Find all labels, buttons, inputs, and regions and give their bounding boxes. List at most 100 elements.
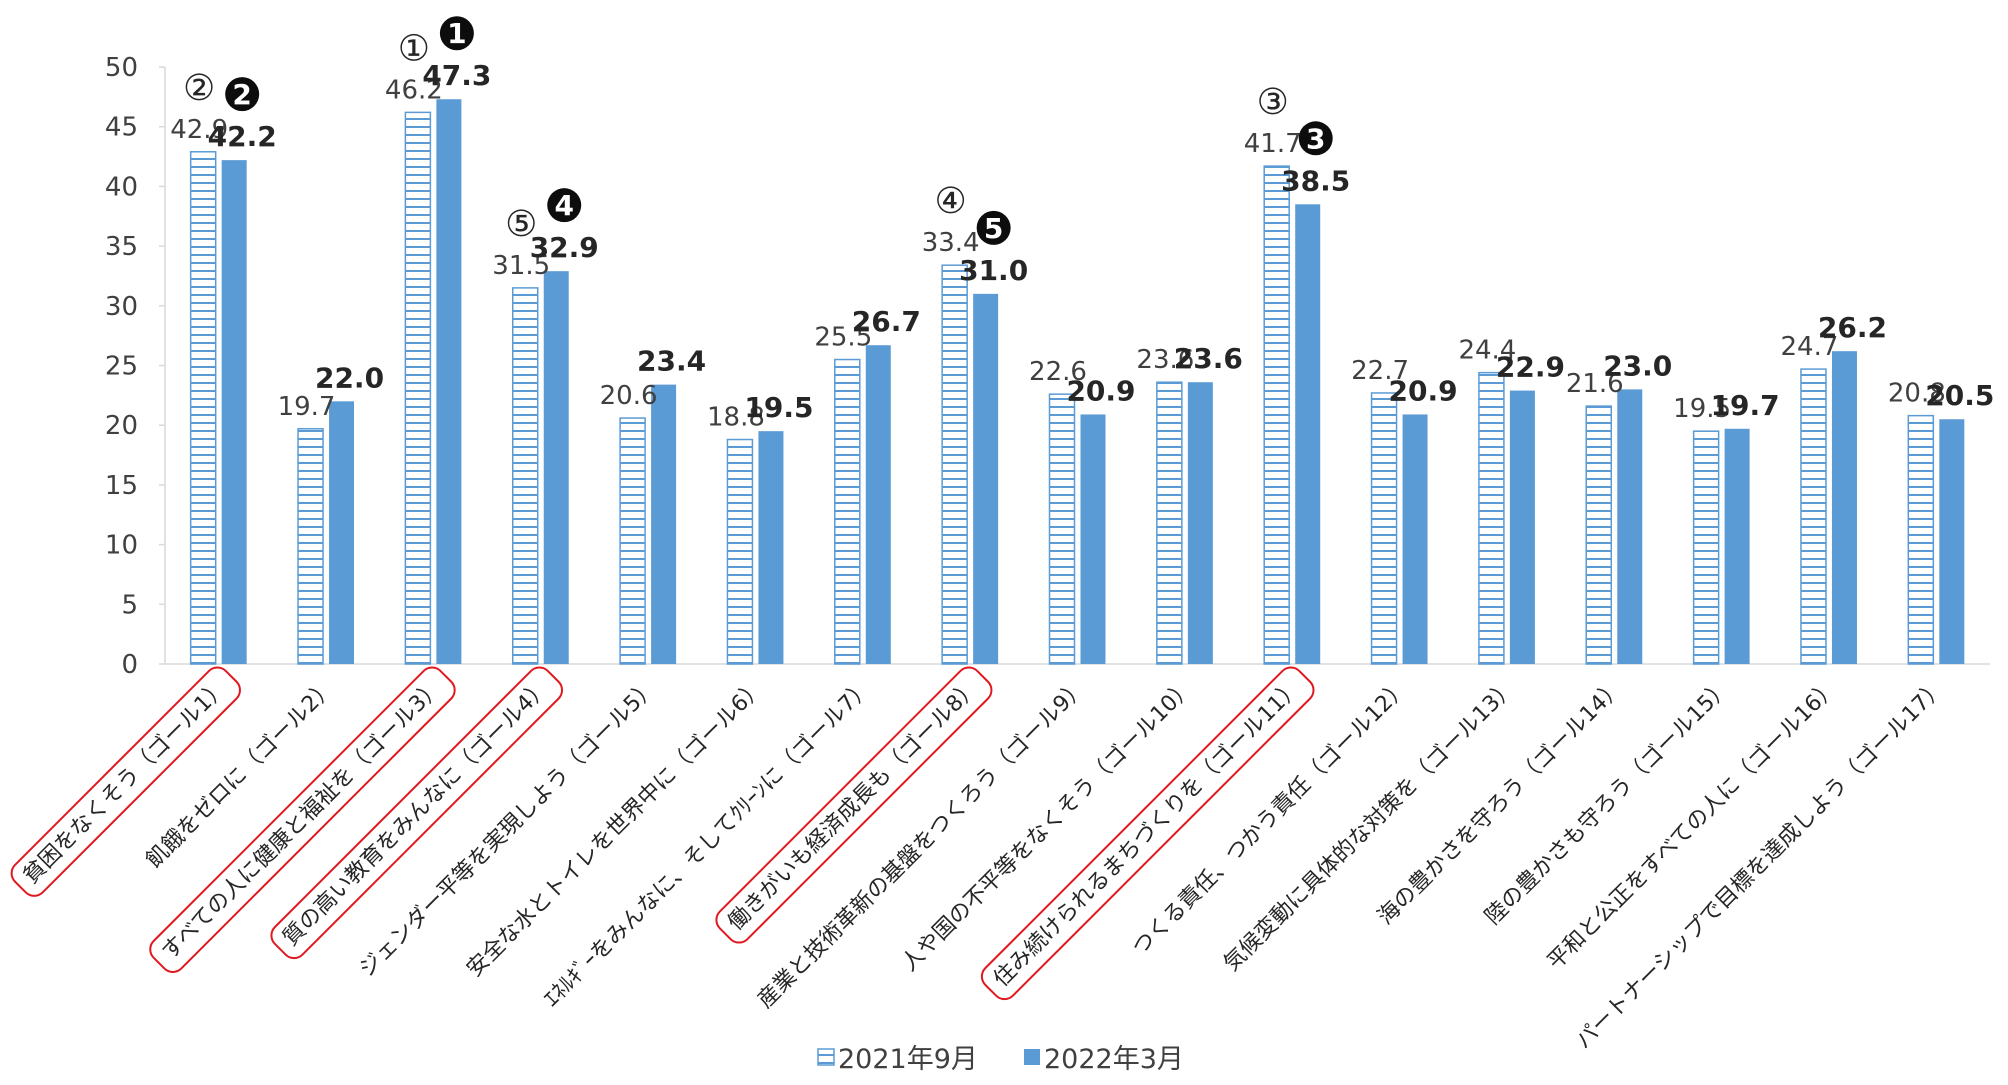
bar-2021 (1692, 430, 1720, 665)
rank-badge-2022 (225, 77, 260, 112)
bar-2021 (297, 428, 324, 665)
bar-2021 (1263, 165, 1290, 665)
data-label-2021: 18.8 (707, 403, 765, 433)
bar-2022 (1295, 204, 1321, 664)
data-label-2021: 25.5 (814, 323, 872, 353)
data-label-2022: 19.7 (1711, 389, 1780, 422)
data-label-2021: 22.6 (1029, 357, 1087, 387)
bar-2021 (1907, 414, 1935, 665)
rank-marker-2021: ② (183, 68, 215, 109)
y-tick-label: 35 (105, 232, 138, 262)
category-highlight (270, 666, 564, 960)
bar-2021 (1370, 392, 1398, 665)
legend-label-2021: 2021年9月 (838, 1044, 978, 1075)
data-label-2022: 22.9 (1496, 351, 1565, 384)
bar-2021 (941, 264, 968, 665)
data-label-2021: 22.7 (1351, 356, 1409, 386)
legend-label-2022: 2022年3月 (1044, 1044, 1184, 1075)
bar-2021 (1478, 371, 1505, 665)
data-label-2022: 23.0 (1603, 349, 1672, 382)
bar-2022 (1187, 382, 1213, 664)
bar-2021 (834, 358, 861, 665)
bar-2022 (651, 384, 677, 664)
rank-markers: ② 2 ① 1 ⑤ 4 ④5 ③3 (183, 16, 1333, 245)
y-tick-label: 25 (105, 352, 138, 382)
data-label-2021: 23.6 (1136, 345, 1194, 375)
bar-2021 (511, 287, 539, 665)
rank-badge-2022 (547, 188, 582, 223)
y-tick-label: 50 (105, 53, 138, 83)
data-label-2022: 20.5 (1925, 379, 1994, 412)
data-label-2021: 33.4 (922, 228, 980, 258)
y-tick-label: 0 (121, 650, 138, 680)
bar-2022 (543, 271, 569, 664)
rank-marker-2022: 4 (554, 189, 573, 222)
bar-2022 (1617, 389, 1643, 664)
category-highlight (149, 666, 456, 973)
y-tick-label: 40 (105, 172, 138, 202)
y-tick-label: 30 (105, 292, 138, 322)
category-label: 飢餓をゼロに（ゴール2） (142, 675, 341, 874)
rank-marker-2021: ⑤ (505, 204, 537, 245)
data-label-2022: 23.4 (637, 345, 706, 378)
bar-2021 (726, 438, 754, 665)
bar-2021 (189, 151, 217, 665)
bar-2022 (1939, 419, 1965, 664)
rank-marker-2021: ③ (1257, 82, 1289, 123)
data-label-2022: 42.2 (208, 120, 277, 153)
category-label: 貧困をなくそう（ゴール1） (19, 675, 233, 889)
bar-2022 (1509, 390, 1535, 664)
rank-badge-2022 (1298, 121, 1333, 156)
bar-2022 (1724, 428, 1750, 664)
bar-2021 (1800, 368, 1827, 665)
data-label-2021: 46.2 (385, 75, 443, 105)
data-label-2021: 20.8 (1888, 379, 1946, 409)
category-highlight (715, 666, 993, 944)
rank-badge-2022 (976, 210, 1011, 245)
bar-2022 (758, 431, 784, 664)
category-label-group: パートナーシップで目標を達成しよう（ゴール17） (1571, 675, 1950, 1054)
category-labels: 貧困をなくそう（ゴール1）飢餓をゼロに（ゴール2）すべての人に健康と福祉を（ゴー… (10, 666, 1951, 1054)
bar-2021 (1048, 393, 1076, 665)
rank-marker-2021: ④ (935, 181, 967, 222)
bar-2022 (1402, 414, 1428, 664)
rank-marker-2022: 1 (447, 17, 466, 50)
data-label-2022: 20.9 (1389, 374, 1458, 407)
data-label-2021: 42.9 (170, 115, 228, 145)
data-label-2022: 22.0 (315, 361, 384, 394)
bar-2022 (973, 293, 999, 664)
y-tick-label: 20 (105, 411, 138, 441)
data-label-2022: 32.9 (530, 231, 599, 264)
data-label-2021: 19.7 (278, 392, 336, 422)
data-label-2021: 24.4 (1458, 336, 1516, 366)
y-tick-label: 45 (105, 113, 138, 143)
bar-2022 (1831, 351, 1857, 664)
bar-2021 (1585, 405, 1613, 665)
y-tick-label: 10 (105, 531, 138, 561)
bar-2022 (436, 99, 462, 665)
rank-marker-2021: ① (398, 28, 430, 69)
data-label-2021: 21.6 (1566, 369, 1624, 399)
value-labels: 42.942.219.722.046.247.331.532.920.623.4… (170, 59, 1994, 432)
data-label-2022: 31.0 (959, 254, 1028, 287)
data-label-2022: 38.5 (1281, 164, 1350, 197)
data-label-2022: 26.7 (852, 305, 921, 338)
legend-swatch-2021 (817, 1048, 835, 1066)
data-label-2022: 47.3 (422, 59, 491, 92)
data-label-2021: 24.7 (1781, 332, 1839, 362)
category-highlight (10, 666, 241, 897)
data-label-2021: 20.6 (600, 381, 658, 411)
bar-2021 (404, 111, 432, 665)
data-label-2022: 23.6 (1174, 342, 1243, 375)
bar-2022 (1080, 414, 1106, 664)
category-label: パートナーシップで目標を達成しよう（ゴール17） (1571, 675, 1950, 1054)
rank-marker-2022: 3 (1306, 122, 1325, 155)
data-label-2022: 20.9 (1066, 374, 1135, 407)
bar-2022 (865, 345, 891, 664)
rank-marker-2022: 2 (232, 78, 251, 111)
bars (189, 99, 1965, 665)
bar-2022 (329, 401, 355, 664)
data-label-2021: 19.5 (1673, 394, 1731, 424)
